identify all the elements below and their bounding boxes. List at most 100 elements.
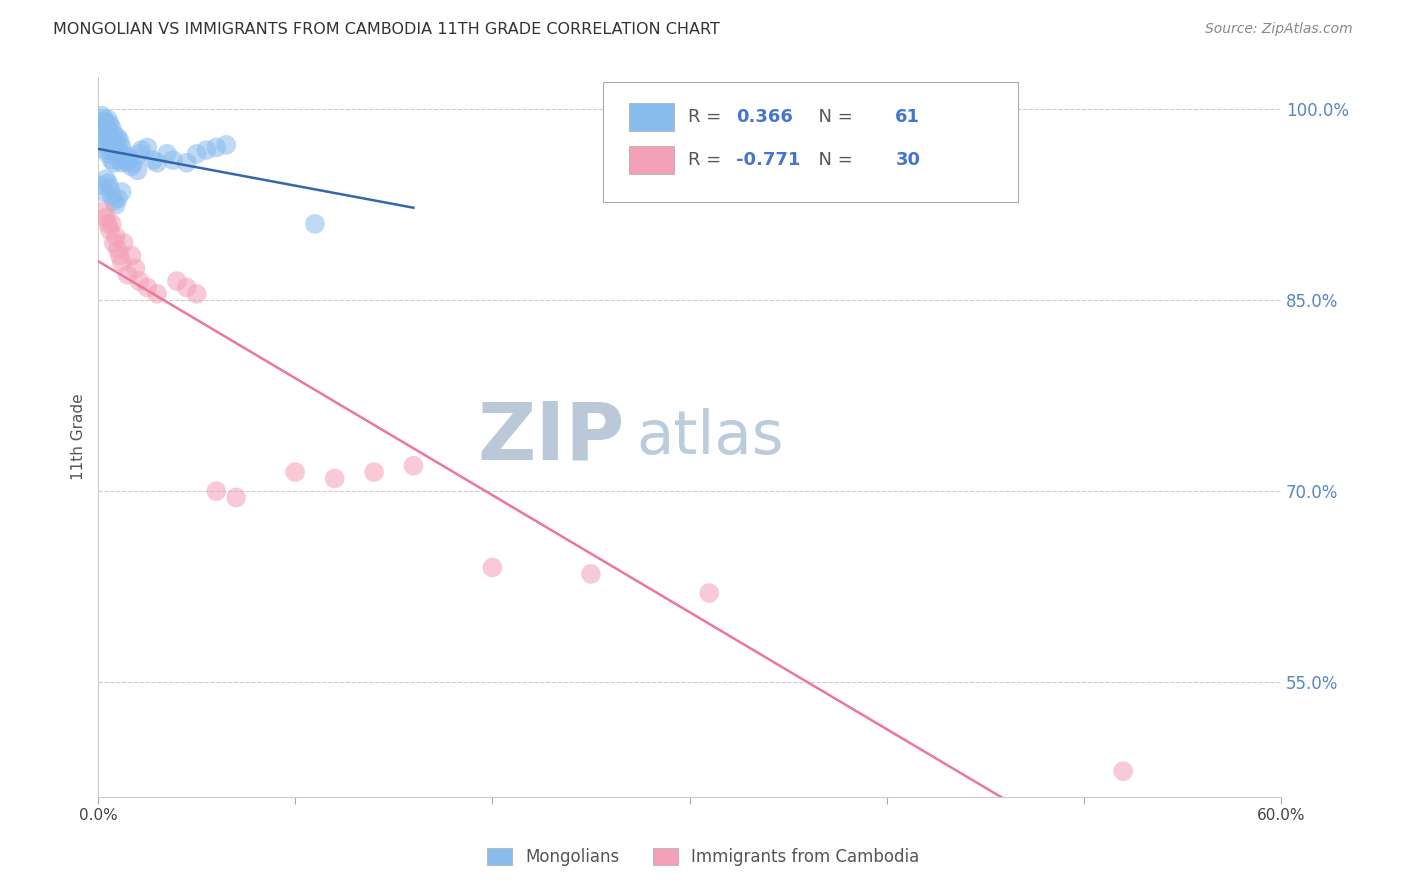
Point (127, 163, 149, 178)
Text: 30: 30 (896, 151, 921, 169)
Point (225, 491, 247, 505)
Point (697, 586, 720, 600)
Text: R =: R = (689, 108, 727, 126)
Point (97, 134, 120, 148)
Text: -0.771: -0.771 (735, 151, 800, 169)
Point (111, 155, 134, 169)
Point (215, 137, 238, 152)
Point (97, 121, 120, 136)
Point (195, 143, 218, 157)
Point (101, 153, 124, 168)
Point (112, 146, 135, 161)
Point (101, 121, 124, 136)
Point (323, 471, 346, 485)
Point (481, 560, 503, 574)
Point (94, 134, 117, 148)
Point (112, 235, 135, 250)
Point (128, 274, 150, 288)
Text: Source: ZipAtlas.com: Source: ZipAtlas.com (1205, 22, 1353, 37)
Point (93, 128, 115, 142)
Point (101, 217, 124, 231)
Point (97, 176, 120, 190)
Point (91, 178, 114, 193)
Point (304, 217, 326, 231)
Point (402, 458, 425, 473)
Point (103, 194, 125, 208)
Point (122, 155, 145, 169)
Text: ZIP: ZIP (477, 398, 624, 476)
Point (104, 229, 127, 244)
Text: 61: 61 (896, 108, 921, 126)
Point (363, 465, 385, 479)
Point (98, 223, 121, 237)
Point (98, 118, 121, 132)
Point (93, 118, 115, 132)
Point (162, 153, 184, 168)
FancyBboxPatch shape (628, 146, 673, 174)
Point (107, 191, 129, 205)
Y-axis label: 11th Grade: 11th Grade (72, 393, 86, 481)
Point (205, 484, 228, 499)
Point (108, 153, 131, 168)
Point (94, 143, 117, 157)
Point (104, 134, 127, 148)
Point (101, 134, 124, 148)
Text: 0.366: 0.366 (735, 108, 793, 126)
Point (103, 140, 125, 154)
Point (136, 280, 159, 294)
Point (121, 160, 143, 174)
Point (136, 140, 159, 154)
Point (121, 249, 143, 263)
Point (104, 146, 127, 161)
Point (93, 204, 115, 219)
Point (111, 185, 134, 199)
Point (176, 155, 198, 169)
Text: R =: R = (689, 151, 727, 169)
Point (103, 235, 125, 250)
Point (284, 465, 307, 479)
Point (108, 134, 131, 148)
Point (91, 109, 114, 123)
Point (186, 286, 208, 301)
Text: atlas: atlas (637, 408, 783, 467)
Point (118, 151, 141, 165)
Point (205, 140, 228, 154)
Point (111, 140, 134, 154)
Point (98, 130, 121, 145)
Point (111, 255, 134, 269)
Point (114, 153, 136, 168)
Text: N =: N = (807, 151, 858, 169)
Point (103, 128, 125, 142)
Point (156, 146, 179, 161)
Point (579, 566, 602, 581)
Point (146, 286, 169, 301)
Point (93, 185, 115, 199)
Point (128, 146, 150, 161)
Point (117, 268, 139, 282)
Point (146, 155, 169, 169)
Text: MONGOLIAN VS IMMIGRANTS FROM CAMBODIA 11TH GRADE CORRELATION CHART: MONGOLIAN VS IMMIGRANTS FROM CAMBODIA 11… (53, 22, 720, 37)
Point (166, 274, 188, 288)
Point (97, 112, 120, 127)
Point (93, 112, 115, 127)
Point (94, 120, 117, 134)
Point (98, 181, 121, 195)
Point (107, 143, 129, 157)
Point (1112, 764, 1135, 779)
Point (124, 261, 146, 276)
Point (91, 121, 114, 136)
Point (89, 115, 111, 129)
Point (186, 146, 208, 161)
Point (103, 155, 125, 169)
Point (98, 143, 121, 157)
Point (176, 280, 198, 294)
Point (97, 146, 120, 161)
FancyBboxPatch shape (628, 103, 673, 130)
Point (94, 115, 117, 129)
Point (94, 211, 117, 225)
Point (101, 189, 124, 203)
Point (104, 198, 127, 212)
Point (131, 143, 153, 157)
Point (107, 242, 129, 256)
Legend: Mongolians, Immigrants from Cambodia: Mongolians, Immigrants from Cambodia (478, 840, 928, 875)
